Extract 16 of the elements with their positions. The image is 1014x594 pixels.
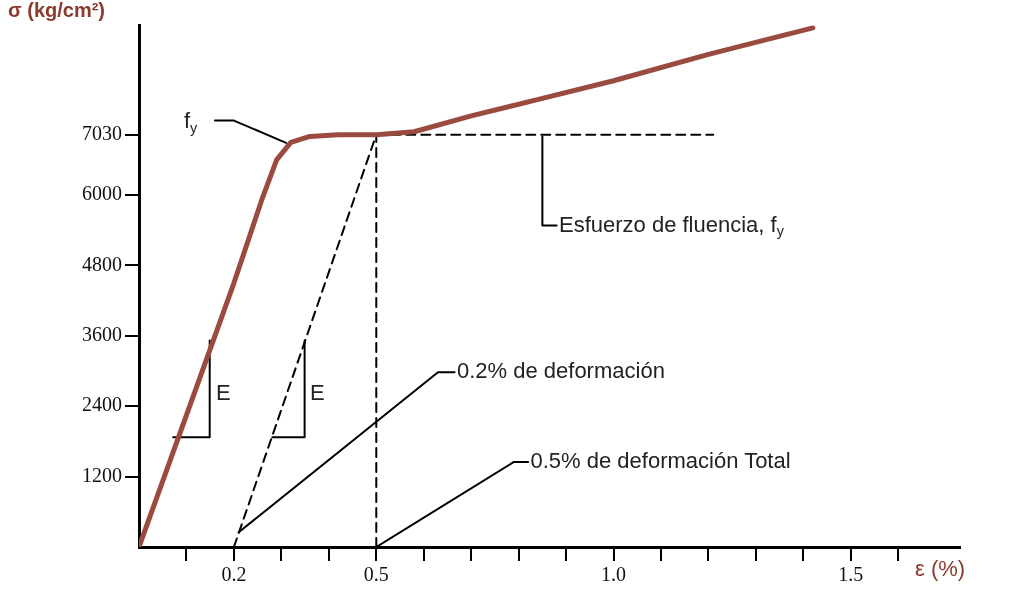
y-tick-label: 1200: [82, 463, 122, 486]
annotation: E: [216, 380, 231, 406]
y-tick-label: 6000: [82, 182, 122, 205]
annotation: 0.5% de deformación Total: [530, 448, 791, 474]
x-tick-label: 0.2: [221, 563, 247, 586]
y-tick-label: 7030: [82, 121, 122, 144]
y-tick-label: 2400: [82, 393, 122, 416]
y-axis-title: σ (kg/cm²): [8, 0, 107, 23]
x-axis-title: ε (%): [915, 556, 966, 582]
x-tick-label: 0.5: [363, 563, 389, 586]
y-tick-label: 3600: [82, 323, 122, 346]
x-tick-label: 1.0: [601, 563, 627, 586]
annotation: 0.2% de deformación: [456, 358, 665, 384]
y-tick-label: 4800: [82, 252, 122, 275]
annotation: E: [310, 380, 325, 406]
x-tick-label: 1.5: [838, 563, 864, 586]
